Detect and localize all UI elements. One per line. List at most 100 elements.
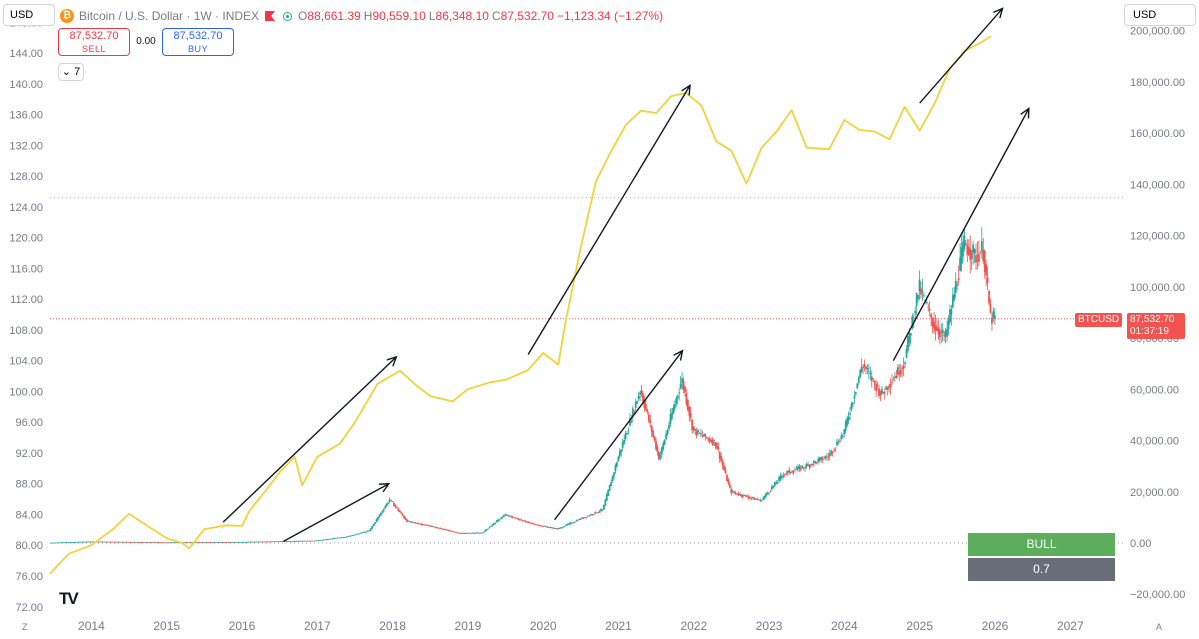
- zoom-label[interactable]: Z: [22, 622, 28, 632]
- candle-body: [298, 540, 301, 542]
- candle-body: [110, 541, 113, 543]
- candle-body: [899, 370, 902, 374]
- last-price-label[interactable]: 87,532.70 01:37:19: [1127, 313, 1185, 339]
- candle-body: [362, 532, 365, 534]
- currency-selector-right[interactable]: USD: [1124, 4, 1196, 26]
- candle-body: [555, 528, 557, 530]
- time-axis[interactable]: 2014 2015 2016 2017 2018 2019 2020 2021 2022 2023…: [78, 619, 1084, 633]
- symbol-title[interactable]: Bitcoin / U.S. Dollar · 1W · INDEX: [79, 9, 260, 23]
- candle-body: [991, 317, 993, 324]
- candle-body: [330, 538, 333, 540]
- candle-body: [881, 389, 883, 394]
- candle-body: [914, 310, 917, 314]
- indicator-value-badge: 0.7: [968, 558, 1115, 581]
- trend-arrow-shaft: [222, 356, 397, 523]
- candle-body: [701, 434, 704, 436]
- indicators-collapse-button[interactable]: ⌄ 7: [58, 63, 84, 81]
- candle-body: [581, 517, 584, 519]
- candle-body: [699, 433, 702, 435]
- candle-body: [602, 504, 605, 510]
- candle-body: [198, 542, 201, 543]
- right-price-axis[interactable]: −20,000.00 0.00 20,000.00 40,000.00 60,000.0…: [1130, 26, 1185, 601]
- candle-body: [873, 381, 876, 384]
- candle-body: [242, 541, 245, 543]
- symbol-price-tag[interactable]: BTCUSD: [1075, 313, 1123, 327]
- candle-body: [475, 532, 478, 534]
- candle-body: [287, 541, 290, 542]
- candle-body: [461, 532, 463, 534]
- candle-body: [685, 393, 688, 405]
- candle-body: [862, 366, 864, 368]
- candle-body: [114, 541, 117, 543]
- time-axis-tick: 2026: [982, 619, 1009, 633]
- candle-body: [123, 541, 126, 543]
- candle-body: [980, 241, 983, 252]
- candle-body: [954, 281, 957, 293]
- buy-button[interactable]: 87,532.70 BUY: [162, 28, 234, 56]
- candle-body: [122, 541, 125, 543]
- candle-body: [747, 496, 750, 499]
- candle-body: [423, 524, 426, 526]
- candle-body: [669, 414, 672, 424]
- sell-button[interactable]: 87,532.70 SELL: [58, 28, 130, 56]
- candle-body: [508, 515, 511, 517]
- candle-body: [390, 499, 392, 501]
- candle-body: [413, 522, 416, 524]
- right-axis-tick: 160,000.00: [1130, 128, 1185, 140]
- candle-body: [571, 522, 573, 524]
- candle-body: [972, 244, 975, 252]
- candle-body: [143, 542, 146, 543]
- candle-body: [484, 530, 487, 532]
- candle-body: [343, 537, 346, 538]
- candle-body: [112, 541, 114, 543]
- drawn-arrows[interactable]: [222, 7, 1030, 543]
- candle-body: [443, 529, 446, 530]
- candle-body: [668, 424, 670, 429]
- candle-body: [720, 456, 723, 462]
- candle-body: [356, 533, 359, 535]
- candle-body: [594, 511, 597, 514]
- candle-body: [476, 532, 479, 534]
- candle-body: [875, 383, 878, 391]
- right-axis-tick: 180,000.00: [1130, 77, 1185, 89]
- candle-body: [856, 383, 859, 389]
- candle-body: [576, 520, 579, 522]
- trend-arrow[interactable]: [527, 83, 691, 355]
- candle-body: [303, 540, 306, 542]
- candle-body: [595, 512, 598, 514]
- candle-body: [235, 541, 237, 543]
- flag-icon[interactable]: [265, 11, 276, 21]
- candle-body: [319, 540, 321, 541]
- candle-body: [585, 516, 588, 518]
- left-price-axis[interactable]: 72.00 76.00 80.00 84.00 88.00 92.00 96.00 100.0…: [9, 17, 43, 613]
- candle-body: [795, 469, 798, 471]
- candle-body: [507, 515, 510, 516]
- currency-selector-left[interactable]: USD: [3, 4, 55, 26]
- candle-body: [246, 541, 249, 543]
- candle-body: [846, 418, 849, 426]
- candle-body: [337, 537, 340, 539]
- candle-body: [172, 542, 175, 544]
- trend-arrow[interactable]: [222, 355, 398, 523]
- candle-body: [927, 306, 930, 308]
- market-status-icon[interactable]: [283, 11, 293, 21]
- candle-body: [304, 540, 307, 542]
- trend-arrow[interactable]: [553, 349, 684, 521]
- candle-body: [692, 426, 695, 430]
- candle-body: [728, 484, 731, 488]
- candle-body: [162, 542, 165, 544]
- candle-body: [227, 542, 230, 543]
- tradingview-logo-icon[interactable]: TV: [59, 589, 79, 608]
- trend-arrow[interactable]: [919, 7, 1004, 104]
- candle-body: [949, 309, 951, 323]
- candle-body: [985, 264, 988, 276]
- trend-arrow[interactable]: [283, 482, 391, 543]
- trend-arrow[interactable]: [892, 107, 1030, 362]
- candle-body: [217, 542, 220, 543]
- time-axis-tick: 2015: [153, 619, 180, 633]
- candle-body: [109, 541, 111, 543]
- candle-body: [830, 450, 833, 455]
- auto-scale-label[interactable]: A: [1156, 622, 1163, 632]
- candle-body: [909, 333, 912, 336]
- candle-body: [694, 429, 697, 431]
